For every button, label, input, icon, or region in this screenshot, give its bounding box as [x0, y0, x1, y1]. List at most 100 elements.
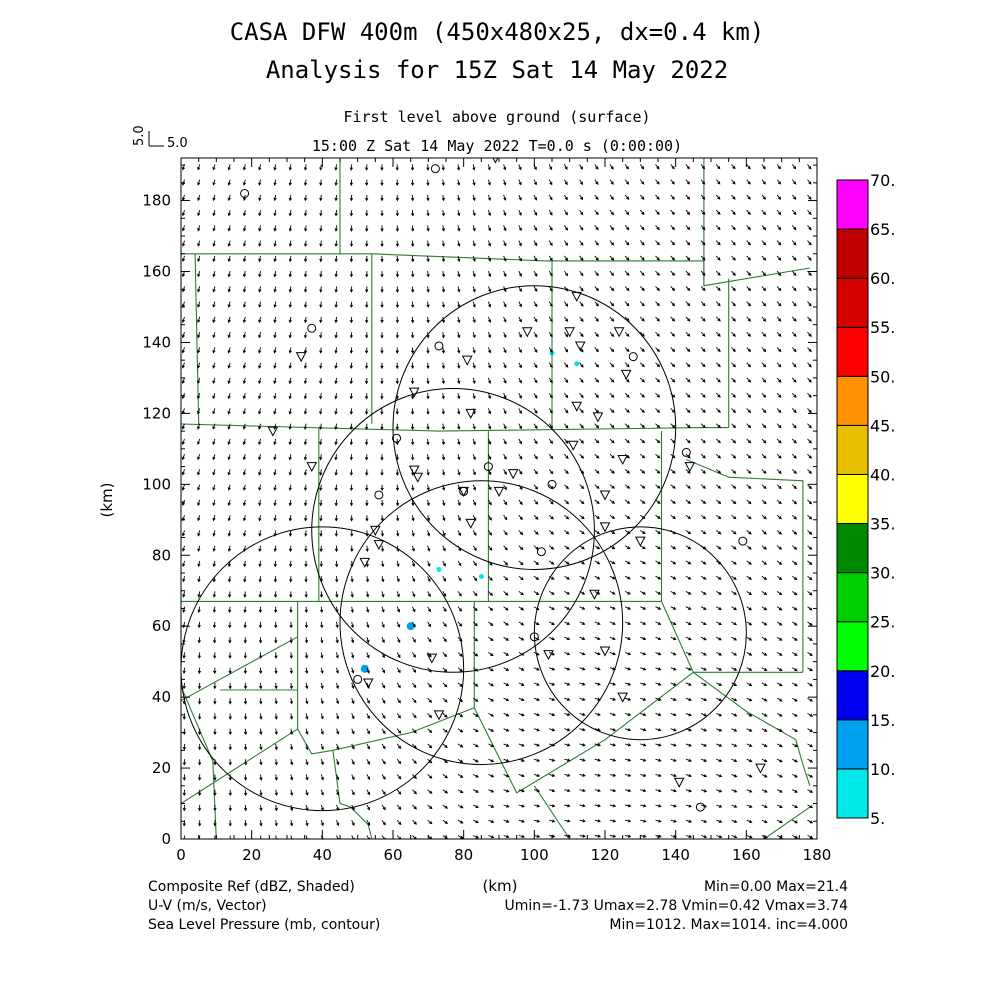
- wind-vector: [288, 362, 292, 369]
- wind-vector: [807, 743, 813, 748]
- station-circle-marker: [459, 486, 469, 496]
- wind-vector: [503, 560, 509, 566]
- wind-vector: [807, 728, 813, 732]
- wind-vector: [197, 637, 201, 644]
- wind-vector: [533, 743, 541, 747]
- wind-vector: [197, 438, 201, 445]
- wind-vector: [533, 362, 538, 369]
- wind-vector: [609, 453, 615, 459]
- wind-vector: [212, 408, 216, 415]
- wind-vector: [273, 286, 277, 293]
- wind-vector: [289, 713, 294, 720]
- wind-vector: [746, 225, 751, 231]
- wind-vector: [564, 804, 571, 808]
- wind-vector: [807, 774, 814, 778]
- wind-vector: [442, 835, 448, 839]
- wind-vector: [487, 301, 492, 308]
- wind-vector: [792, 575, 798, 581]
- wind-vector: [640, 545, 646, 550]
- wind-vector: [349, 240, 354, 248]
- wind-vector: [670, 194, 675, 200]
- wind-vector: [273, 362, 277, 369]
- wind-vector: [716, 621, 722, 626]
- wind-vector: [731, 636, 738, 641]
- wind-vector: [670, 316, 676, 322]
- wind-vector: [655, 712, 662, 717]
- wind-vector: [579, 286, 584, 292]
- wind-vector: [655, 651, 662, 656]
- wind-vector: [670, 301, 676, 307]
- wind-vector: [609, 514, 616, 519]
- wind-vector: [761, 499, 767, 505]
- wind-vector: [488, 743, 495, 747]
- wind-vector: [380, 210, 384, 217]
- wind-vector: [213, 682, 217, 690]
- wind-vector: [212, 270, 216, 278]
- footer-right-2: Umin=-1.73 Umax=2.78 Vmin=0.42 Vmax=3.74: [505, 898, 849, 914]
- wind-vector: [427, 743, 433, 749]
- wind-vector: [609, 743, 617, 747]
- wind-vector: [472, 484, 477, 491]
- wind-vector: [303, 255, 308, 263]
- wind-vector: [242, 408, 246, 415]
- y-tick-label: 120: [142, 404, 171, 422]
- wind-vector: [624, 209, 630, 216]
- wind-vector: [242, 469, 247, 476]
- wind-vector: [503, 362, 507, 369]
- wind-vector: [303, 210, 308, 217]
- wind-vector: [412, 667, 417, 673]
- wind-vector: [731, 819, 738, 824]
- wind-vector: [442, 621, 447, 628]
- wind-vector: [305, 789, 309, 796]
- wind-vector: [533, 469, 538, 475]
- wind-vector: [288, 469, 292, 476]
- wind-vector: [242, 347, 247, 354]
- wind-vector: [350, 515, 354, 522]
- wind-vector: [365, 576, 370, 583]
- wind-vector: [258, 255, 262, 263]
- chart-title-line2: Analysis for 15Z Sat 14 May 2022: [266, 56, 728, 84]
- wind-vector: [761, 652, 768, 656]
- wind-vector: [594, 225, 599, 231]
- wind-vector: [609, 240, 615, 246]
- wind-vector: [792, 697, 798, 702]
- wind-vector: [685, 621, 692, 625]
- wind-vector: [700, 423, 706, 429]
- wind-vector: [488, 621, 494, 627]
- wind-vector: [533, 575, 540, 580]
- wind-vector: [319, 255, 323, 263]
- wind-vector: [594, 194, 599, 201]
- wind-vector: [700, 499, 707, 505]
- wind-vector: [791, 377, 797, 383]
- wind-vector: [670, 255, 676, 261]
- wind-vector: [457, 408, 461, 415]
- wind-vector: [182, 591, 186, 598]
- wind-vector: [427, 728, 433, 734]
- wind-vector: [472, 179, 476, 186]
- wind-vector: [336, 789, 340, 796]
- wind-vector: [457, 530, 461, 537]
- wind-vector: [624, 788, 632, 793]
- wind-vector: [594, 682, 601, 686]
- wind-vector: [349, 499, 354, 507]
- wind-vector: [258, 210, 262, 217]
- wind-vector: [639, 392, 645, 398]
- wind-vector: [472, 743, 479, 748]
- wind-vector: [670, 789, 677, 793]
- wind-vector: [212, 240, 216, 247]
- wind-vector: [776, 209, 782, 216]
- wind-vector: [334, 454, 338, 461]
- wind-vector: [746, 164, 751, 170]
- wind-vector: [670, 499, 676, 504]
- wind-vector: [258, 301, 262, 308]
- wind-vector: [761, 560, 768, 565]
- wind-vector: [685, 286, 691, 292]
- county-boundary: [219, 601, 299, 691]
- wind-vector: [518, 392, 522, 399]
- wind-vector: [685, 804, 692, 808]
- chart-title-line1: CASA DFW 400m (450x480x25, dx=0.4 km): [230, 18, 765, 46]
- colorbar-label: 20.: [870, 662, 895, 681]
- wind-vector: [426, 286, 430, 293]
- wind-vector: [303, 164, 308, 171]
- colorbar-swatch: [836, 424, 869, 475]
